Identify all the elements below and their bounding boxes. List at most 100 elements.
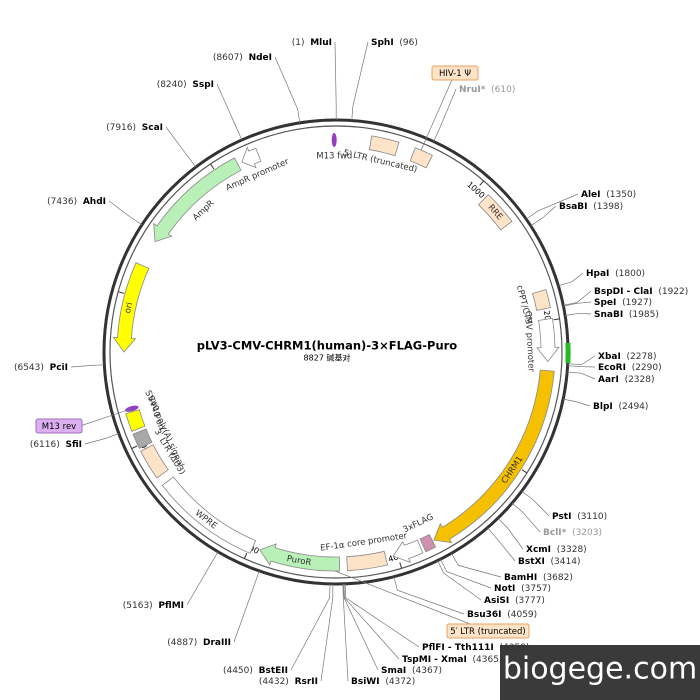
tick-mark — [243, 552, 248, 559]
site-label: BlpI (2494) — [593, 402, 648, 412]
site-leader — [451, 553, 502, 578]
tick-mark — [118, 291, 125, 294]
feature-label: CMV promoter — [523, 311, 536, 373]
site-position: (1398) — [593, 202, 623, 212]
site-position: (2278) — [627, 352, 657, 362]
site-position: (4367) — [412, 666, 442, 676]
site-name: BsaBI — [559, 202, 588, 212]
site-name: SphI — [371, 38, 394, 48]
site-leader — [433, 88, 457, 142]
site-leader — [497, 517, 524, 550]
tick-label: 1000 — [465, 180, 486, 200]
feature — [346, 550, 388, 572]
site-name: EcoRI — [598, 363, 626, 373]
site-name: NruI* — [459, 85, 486, 95]
site-leader — [487, 527, 516, 562]
site-label: AarI (2328) — [598, 375, 655, 385]
site-name: BlpI — [593, 402, 613, 412]
site-leader — [440, 558, 492, 589]
feature — [368, 135, 400, 157]
site-label: TspMI - XmaI (4365) — [402, 655, 502, 665]
site-position: (8607) — [213, 53, 243, 63]
site-leader — [320, 583, 334, 682]
site-leader — [84, 433, 119, 445]
site-name: SnaBI — [594, 310, 623, 320]
site-name: HpaI — [586, 269, 609, 279]
tick-mark — [131, 445, 138, 450]
callout-label: HIV-1 Ψ — [439, 69, 471, 79]
site-label: AleI (1350) — [581, 190, 636, 200]
site-name: PflFI - Tth111I — [422, 643, 494, 653]
site-position: (3757) — [521, 584, 551, 594]
tick-mark — [479, 180, 484, 186]
site-name: DraIII — [203, 638, 231, 648]
feature — [132, 428, 153, 449]
site-position: (4358) — [499, 643, 529, 653]
site-leader — [186, 551, 219, 606]
watermark: biogege.com — [503, 652, 697, 687]
watermark-bg — [500, 645, 700, 700]
site-position: (4432) — [259, 677, 289, 687]
site-position: (1800) — [615, 269, 645, 279]
site-label: XbaI (2278) — [598, 352, 656, 362]
site-position: (1985) — [629, 310, 659, 320]
site-position: (3682) — [543, 573, 573, 583]
leader — [79, 408, 132, 427]
site-name: BspDI - ClaI — [594, 287, 653, 297]
site-label: XcmI (3328) — [526, 545, 587, 555]
primer — [331, 133, 337, 147]
site-label: (6116) SfiI — [30, 440, 82, 450]
feature — [259, 543, 341, 572]
site-position: (96) — [399, 38, 417, 48]
site-position: (1922) — [658, 287, 688, 297]
feature — [125, 409, 146, 432]
site-position: (2290) — [632, 363, 662, 373]
primer-label: M13 fwd — [316, 152, 352, 162]
site-label: PstI (3110) — [552, 512, 607, 522]
site-leader — [108, 200, 143, 225]
site-leader — [567, 365, 596, 368]
site-leader — [558, 272, 584, 287]
site-label: BsaBI (1398) — [559, 202, 623, 212]
site-position: (610) — [491, 85, 515, 95]
site-label: EcoRI (2290) — [598, 363, 662, 373]
site-leader — [511, 502, 541, 533]
backbone-inner — [109, 125, 563, 579]
callout-box — [431, 65, 479, 81]
callout-label: 5′ LTR (truncated) — [450, 627, 525, 637]
site-label: BamHI (3682) — [504, 573, 573, 583]
site-label: (7916) ScaI — [106, 123, 163, 133]
feature — [112, 262, 150, 353]
site-label: BstXI (3414) — [518, 557, 580, 567]
site-name: MluI — [310, 38, 332, 48]
site-name: AleI — [581, 190, 601, 200]
site-leader — [563, 301, 592, 307]
site-name: PflMI — [158, 601, 184, 611]
feature — [433, 369, 555, 544]
site-leader — [565, 312, 592, 316]
site-name: AarI — [598, 375, 619, 385]
site-label: Bsu36I (4059) — [467, 610, 537, 620]
feature — [153, 157, 242, 243]
site-label: BspDI - ClaI (1922) — [594, 287, 688, 297]
site-label: (4432) RsrII — [259, 677, 318, 687]
tick-mark — [210, 163, 215, 170]
site-label: (7436) AhdI — [47, 197, 106, 207]
plasmid-title: pLV3-CMV-CHRM1(human)-3×FLAG-Puro — [197, 339, 458, 353]
site-position: (1927) — [622, 298, 652, 308]
site-leader — [563, 290, 592, 306]
feature — [241, 146, 262, 169]
feature — [392, 539, 424, 563]
site-position: (8240) — [157, 80, 187, 90]
site-leader — [393, 576, 465, 615]
site-leader — [342, 583, 349, 682]
site-leader — [290, 583, 331, 671]
site-position: (2328) — [625, 375, 655, 385]
site-label: NruI* (610) — [459, 85, 515, 95]
site-leader — [521, 490, 550, 517]
site-position: (1350) — [606, 190, 636, 200]
site-label: (8607) NdeI — [213, 53, 272, 63]
site-name: BsiWI — [351, 677, 380, 687]
site-leader — [526, 193, 579, 220]
